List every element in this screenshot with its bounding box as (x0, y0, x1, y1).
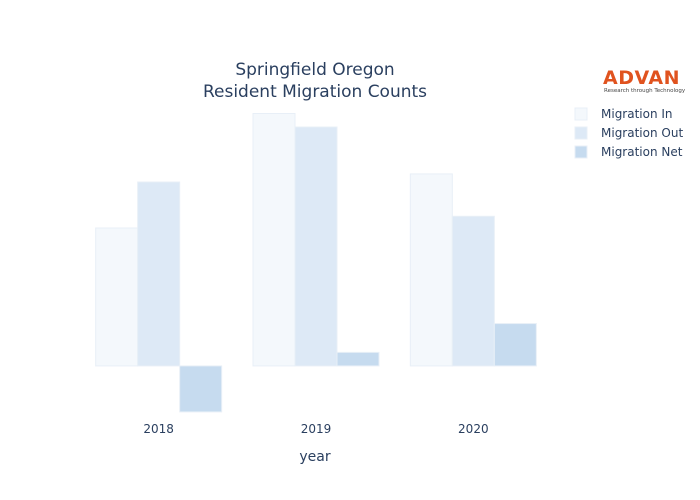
bar-migration-net-2018 (179, 365, 223, 413)
legend-label-migration-in[interactable]: Migration In (601, 107, 673, 121)
bar-migration-in-2020 (409, 173, 453, 367)
bar-migration-out-2020 (451, 215, 495, 367)
logo-tagline: Research through Technology (604, 88, 686, 94)
bars-layer (95, 113, 537, 413)
chart-title-line-1: Springfield Oregon (235, 60, 394, 80)
legend: Migration In Migration Out Migration Net (574, 107, 683, 159)
chart-title: Springfield Oregon Resident Migration Co… (203, 60, 427, 102)
bar-migration-net-2019 (336, 351, 380, 367)
x-tick-label-2018: 2018 (143, 422, 174, 436)
bar-migration-in-2019 (252, 113, 296, 367)
bar-migration-net-2020 (493, 323, 537, 367)
chart-title-line-2: Resident Migration Counts (203, 82, 427, 102)
x-axis-title: year (299, 449, 330, 465)
legend-swatch-migration-in[interactable] (574, 107, 588, 121)
advan-logo: ADVAN Research through Technology (603, 67, 686, 94)
bar-migration-out-2019 (294, 126, 338, 367)
bar-migration-out-2018 (137, 181, 181, 367)
logo-wordmark: ADVAN (603, 67, 680, 89)
bar-migration-in-2018 (95, 227, 139, 367)
legend-swatch-migration-net[interactable] (574, 145, 588, 159)
legend-label-migration-net[interactable]: Migration Net (601, 145, 683, 159)
x-tick-label-2019: 2019 (301, 422, 332, 436)
legend-swatch-migration-out[interactable] (574, 126, 588, 140)
legend-label-migration-out[interactable]: Migration Out (601, 126, 683, 140)
x-tick-labels: 2018 2019 2020 (143, 422, 488, 436)
x-tick-label-2020: 2020 (458, 422, 489, 436)
